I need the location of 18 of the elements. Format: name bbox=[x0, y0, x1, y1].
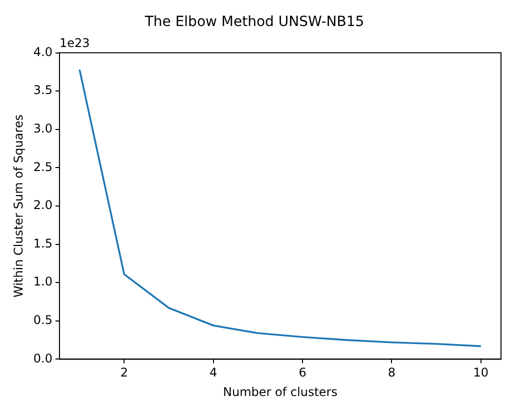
y-tick-label: 4.0 bbox=[33, 44, 52, 59]
x-tick-label: 4 bbox=[210, 366, 218, 380]
y-tick-label: 3.0 bbox=[33, 122, 52, 136]
y-tick-label: 3.5 bbox=[33, 83, 52, 98]
y-tick-label: 0.0 bbox=[33, 351, 52, 366]
y-tick-label: 1.5 bbox=[33, 236, 52, 250]
x-tick-label: 8 bbox=[388, 366, 396, 380]
y-tick-label: 2.5 bbox=[33, 160, 52, 174]
y-tick-label: 1.0 bbox=[33, 274, 52, 289]
x-tick-label: 10 bbox=[473, 366, 489, 380]
x-tick-label: 6 bbox=[298, 366, 306, 380]
text: 1e23 bbox=[59, 36, 90, 50]
y-tick-label: 2.0 bbox=[33, 198, 52, 212]
y-axis-title: Within Cluster Sum of Squares bbox=[11, 114, 26, 298]
x-axis-title: Number of clusters bbox=[223, 384, 338, 399]
y-tick-label: 0.5 bbox=[33, 313, 52, 328]
chart-title: The Elbow Method UNSW-NB15 bbox=[144, 14, 364, 30]
x-tick-label: 2 bbox=[120, 366, 128, 380]
